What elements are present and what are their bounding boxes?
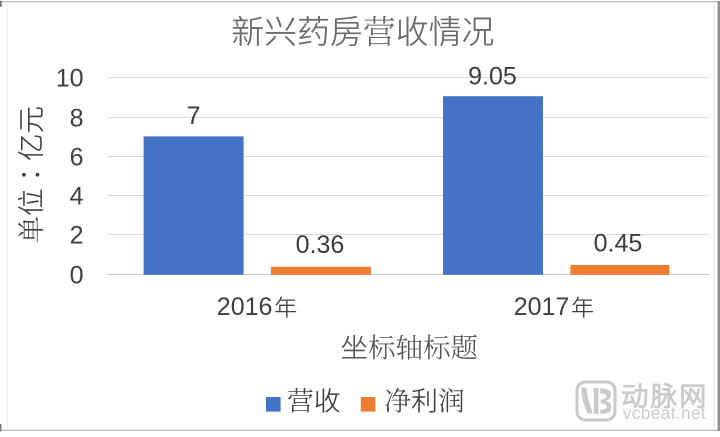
svg-text:0: 0 [70,261,84,289]
svg-text:vcbeat.net: vcbeat.net [623,403,706,423]
svg-text:2017: 2017 [514,293,570,321]
svg-text:10: 10 [56,64,84,92]
svg-text:7: 7 [187,102,201,130]
svg-text:4: 4 [70,182,84,210]
svg-text:8: 8 [70,104,84,132]
svg-text:2016: 2016 [217,293,273,321]
svg-text:2: 2 [70,221,84,249]
svg-text:0.45: 0.45 [594,230,643,258]
svg-text:0.36: 0.36 [296,231,345,259]
svg-text:6: 6 [70,143,84,171]
svg-text:9.05: 9.05 [468,62,517,90]
